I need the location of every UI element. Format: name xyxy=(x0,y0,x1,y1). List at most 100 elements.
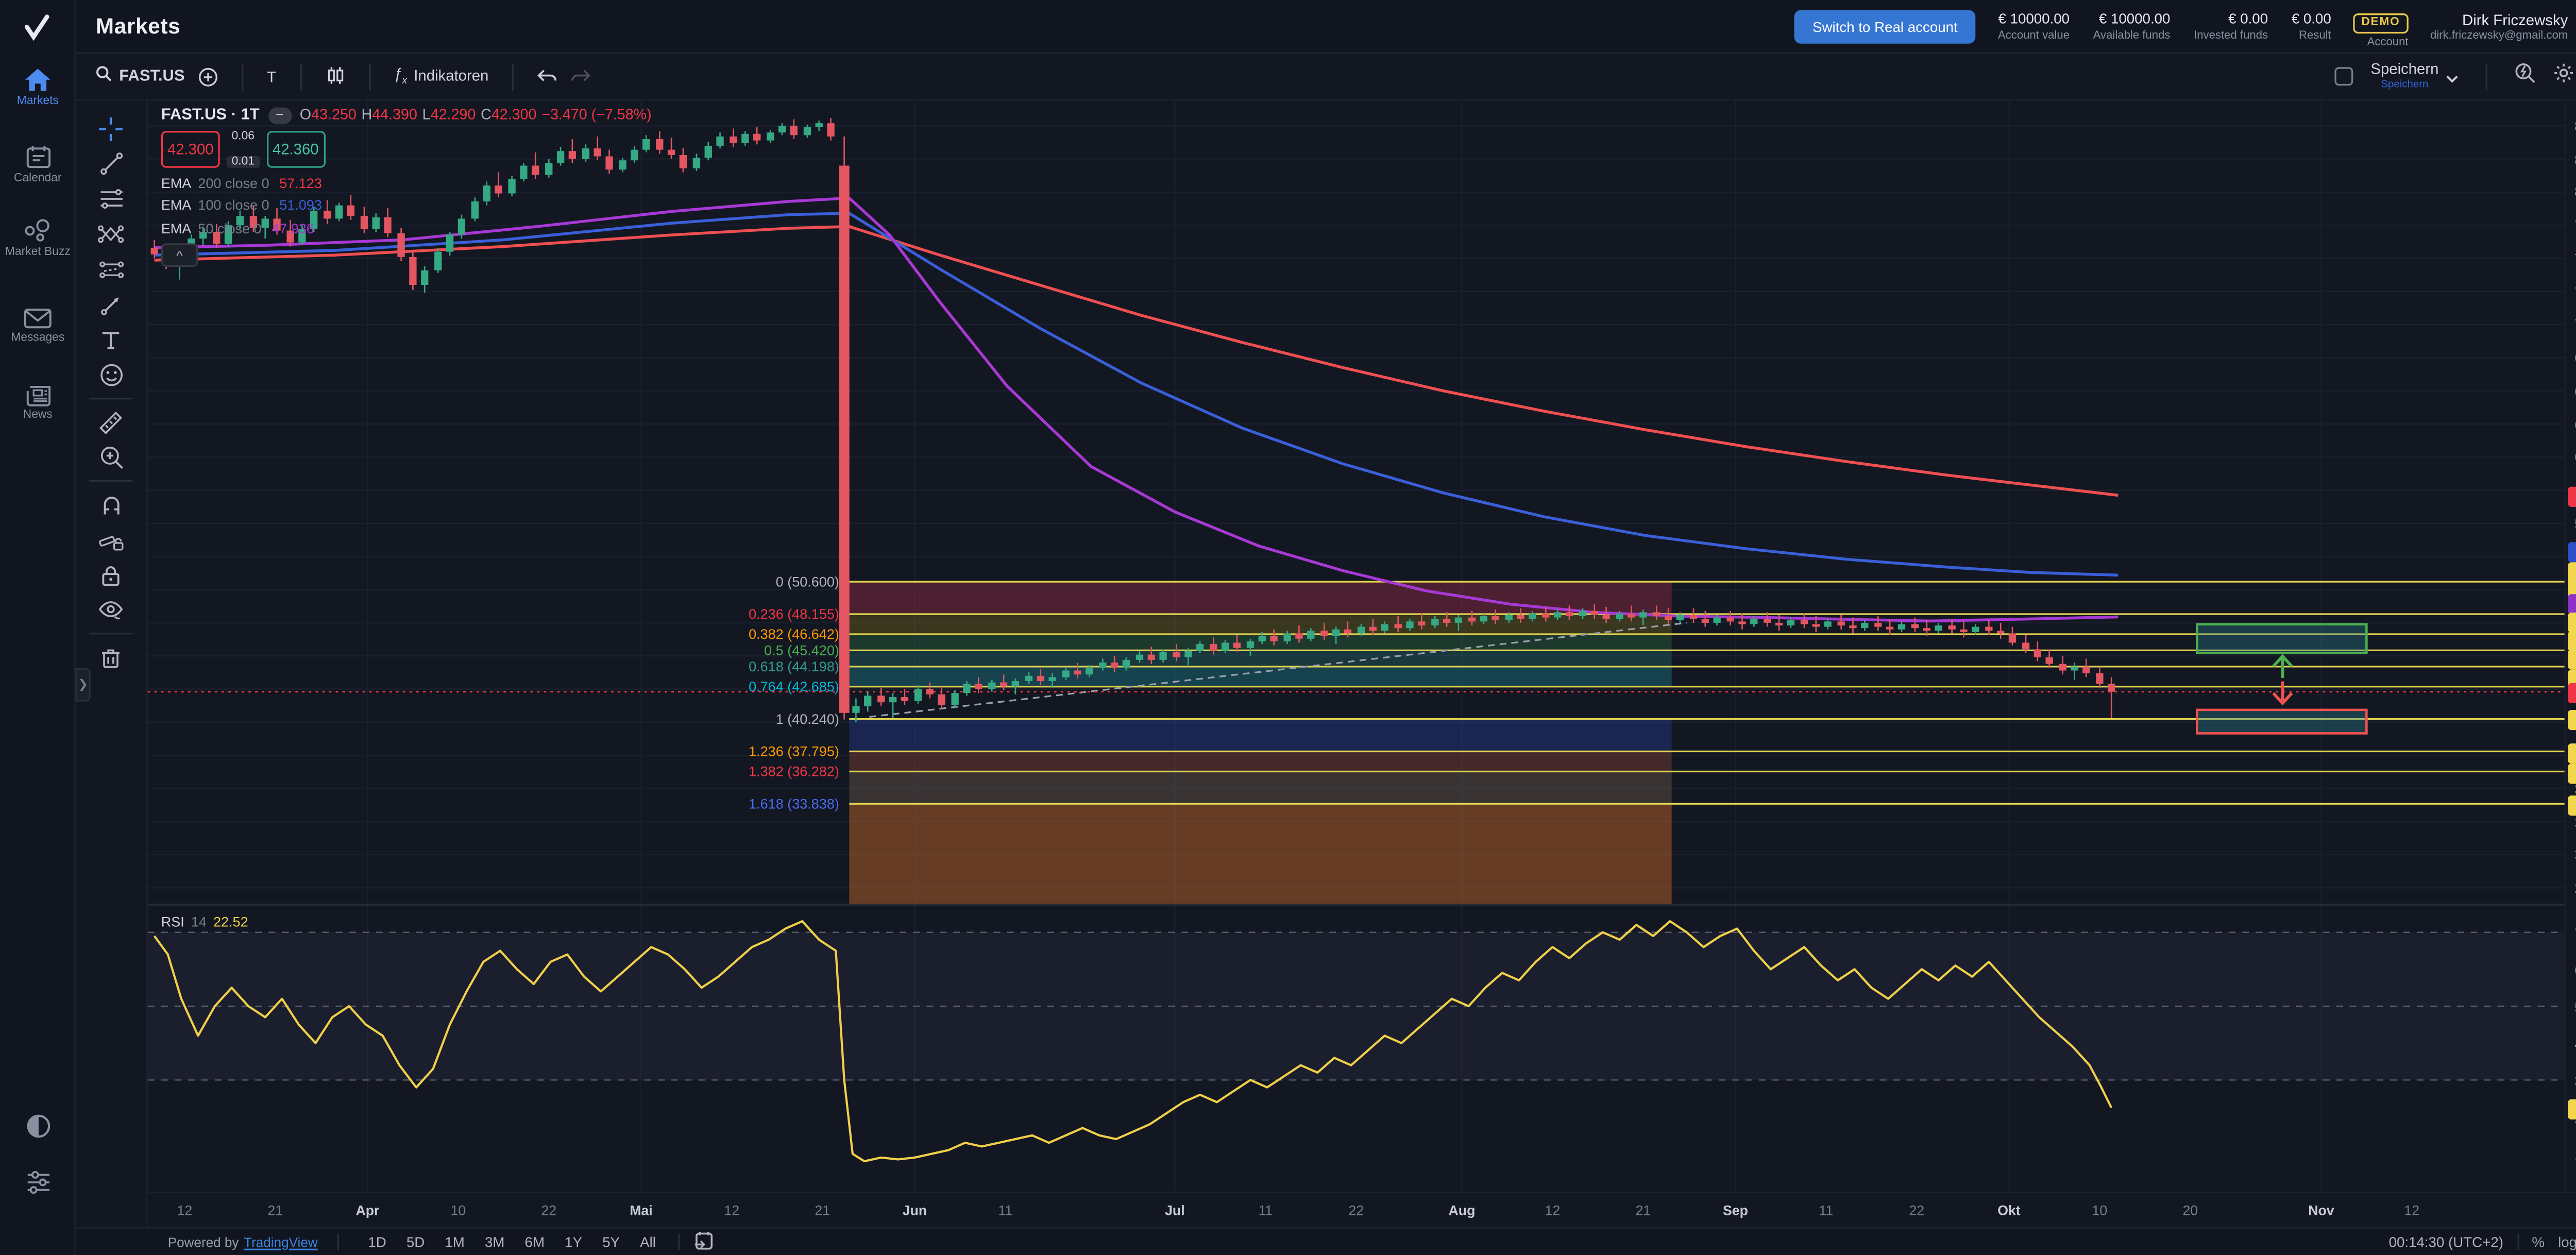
draw-lock-icon[interactable] xyxy=(87,522,134,557)
sidebar-item-news[interactable]: News xyxy=(0,383,76,423)
ruler-icon[interactable] xyxy=(87,404,134,439)
time-axis-label: 12 xyxy=(177,1203,193,1219)
redo-button[interactable] xyxy=(571,68,591,85)
header-account-area: Switch to Real account € 10000.00 Account… xyxy=(1794,4,2576,49)
rsi-scale-label: 50.00 xyxy=(2566,999,2576,1014)
rsi-pane xyxy=(147,931,2565,1081)
fx-icon: ƒx xyxy=(394,65,408,88)
lock-icon[interactable] xyxy=(87,557,134,592)
text-icon[interactable] xyxy=(87,322,134,357)
time-axis-label: Jun xyxy=(902,1203,927,1219)
range-button-5d[interactable]: 5D xyxy=(406,1233,425,1250)
legend-collapse-button[interactable]: ^ xyxy=(161,242,198,266)
price-scale[interactable]: 85.000 82.500 80.000 77.500 75.000 72.500 70.0… xyxy=(2564,100,2576,1227)
legend-more-button[interactable]: – xyxy=(267,106,292,124)
log-scale-toggle[interactable]: log xyxy=(2558,1233,2576,1250)
trash-icon[interactable] xyxy=(87,639,134,674)
buy-button[interactable]: 42.360 xyxy=(266,131,325,168)
range-button-3m[interactable]: 3M xyxy=(484,1233,505,1250)
range-button-6m[interactable]: 6M xyxy=(524,1233,545,1250)
percent-scale-toggle[interactable]: % xyxy=(2532,1233,2545,1250)
emoji-icon[interactable] xyxy=(87,358,134,393)
range-button-1d[interactable]: 1D xyxy=(368,1233,386,1250)
quick-search-icon[interactable] xyxy=(2514,61,2536,92)
account-metric-3: € 0.00 Result xyxy=(2292,10,2331,42)
metric-value: € 10000.00 xyxy=(2098,10,2171,27)
indicators-button[interactable]: ƒx Indikatoren xyxy=(394,65,488,87)
metric-label: Invested funds xyxy=(2194,30,2268,42)
range-button-1m[interactable]: 1M xyxy=(445,1233,465,1250)
symbol-search-button[interactable]: FAST.US xyxy=(96,65,185,87)
sliders-icon xyxy=(0,1170,76,1195)
price-scale-label: 55.000 xyxy=(2566,517,2576,532)
go-to-date-button[interactable] xyxy=(693,1230,715,1254)
price-scale-badge-40.240: 40.240 xyxy=(2568,710,2576,731)
powered-by: Powered by TradingView xyxy=(168,1234,318,1249)
dashed-trendline xyxy=(869,622,1687,718)
svg-text:0.236 (48.155): 0.236 (48.155) xyxy=(749,606,839,622)
sell-button[interactable]: 42.300 xyxy=(161,131,220,168)
time-axis-label: 21 xyxy=(267,1203,283,1219)
interval-button[interactable]: T xyxy=(267,67,277,85)
account-metrics: € 10000.00 Account value € 10000.00 Availab… xyxy=(1998,10,2331,42)
object-tree-toggle[interactable]: ❯ xyxy=(75,668,91,702)
magnet-icon[interactable] xyxy=(87,487,134,522)
time-axis-label: Okt xyxy=(1997,1203,2021,1219)
price-scale-badge-37.795: 37.795 xyxy=(2568,743,2576,764)
svg-text:1.382 (36.282): 1.382 (36.282) xyxy=(749,764,839,779)
eye-icon[interactable] xyxy=(87,592,134,628)
price-scale-badge-57.123: 57.123 xyxy=(2568,486,2576,507)
price-chart-canvas[interactable]: 0 (50.600) 0.236 (48.155) 0.382 (46.642) 0.… xyxy=(147,100,2565,1227)
rsi-line xyxy=(153,920,2113,1163)
calendar-icon xyxy=(0,144,76,169)
layout-checkbox[interactable] xyxy=(2335,67,2354,86)
switch-to-real-account-button[interactable]: Switch to Real account xyxy=(1794,9,1976,43)
rsi-scale-label: 70.00 xyxy=(2566,926,2576,941)
crosshair-icon[interactable] xyxy=(87,111,134,146)
tradingview-link[interactable]: TradingView xyxy=(244,1234,318,1250)
pattern-icon[interactable] xyxy=(87,216,134,251)
fib-icon[interactable] xyxy=(87,181,134,216)
range-button-5y[interactable]: 5Y xyxy=(602,1233,620,1250)
demo-badge: DEMO xyxy=(2353,12,2409,33)
trendline-icon[interactable] xyxy=(87,146,134,181)
sidebar-item-markets[interactable]: Markets xyxy=(0,67,76,109)
compare-add-button[interactable] xyxy=(198,66,218,87)
time-axis-label: 21 xyxy=(815,1203,831,1219)
chevron-down-icon xyxy=(2445,61,2459,92)
save-layout-button[interactable]: Speichern Speichern xyxy=(2370,60,2459,92)
price-scale-label: 35.000 xyxy=(2566,782,2576,796)
candles xyxy=(150,117,2115,722)
price-scale-badge-48.155: 48.155 xyxy=(2568,579,2576,599)
price-scale-label: 62.500 xyxy=(2566,417,2576,432)
zoom-in-icon[interactable] xyxy=(87,440,134,475)
metric-label: Account value xyxy=(1997,30,2070,42)
time-axis-label: 11 xyxy=(998,1203,1013,1219)
user-block[interactable]: Dirk Friczewsky dirk.friczewsky@gmail.co… xyxy=(2430,11,2568,41)
chart-type-button[interactable] xyxy=(325,64,345,88)
time-axis-label: Sep xyxy=(1722,1203,1748,1219)
ema-line-ema-100 xyxy=(154,212,2119,577)
price-scale-badge-36.282: 36.282 xyxy=(2568,764,2576,784)
chart-svg: 0 (50.600)0.236 (48.155)0.382 (46.642)0.… xyxy=(147,100,2565,1192)
sidebar-item-market-buzz[interactable]: Market Buzz xyxy=(0,218,76,260)
sidebar-item-messages[interactable]: Messages xyxy=(0,307,76,346)
arrow-icon[interactable] xyxy=(87,287,134,322)
forecast-icon[interactable] xyxy=(87,252,134,287)
range-button-1y[interactable]: 1Y xyxy=(565,1233,583,1250)
clock[interactable]: 00:14:30 (UTC+2) xyxy=(2388,1233,2504,1250)
time-axis[interactable]: 12 21 Apr 10 22 Mai 12 21 Jun 11 Jul 11 22 Aug 12 21 Sep… xyxy=(147,1191,2576,1227)
sidebar-preferences-button[interactable] xyxy=(0,1170,76,1195)
price-scale-badge-47.936: 47.936 xyxy=(2568,594,2576,615)
sidebar-theme-button[interactable] xyxy=(0,1113,76,1140)
range-button-all[interactable]: All xyxy=(640,1233,656,1250)
gear-icon[interactable] xyxy=(2553,61,2574,92)
app-logo xyxy=(0,0,74,54)
time-axis-label: 10 xyxy=(2092,1203,2108,1219)
sidebar-item-calendar[interactable]: Calendar xyxy=(0,144,76,186)
undo-button[interactable] xyxy=(537,68,557,85)
time-axis-label: 21 xyxy=(1635,1203,1651,1219)
rsi-scale-label: 30.00 xyxy=(2566,1073,2576,1088)
annotation-green-box xyxy=(2196,623,2368,654)
price-scale-label: 60.000 xyxy=(2566,450,2576,465)
